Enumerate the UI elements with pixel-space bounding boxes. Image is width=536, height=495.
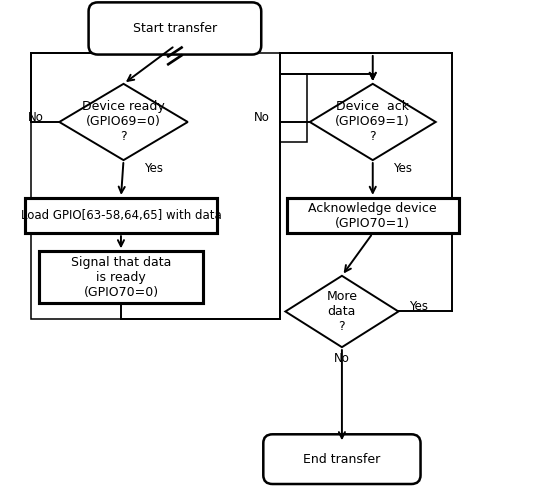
Text: Signal that data
is ready
(GPIO70=0): Signal that data is ready (GPIO70=0) — [71, 255, 171, 298]
Text: More
data
?: More data ? — [326, 290, 358, 333]
Text: Acknowledge device
(GPIO70=1): Acknowledge device (GPIO70=1) — [308, 201, 437, 230]
Text: Yes: Yes — [144, 162, 163, 176]
Text: Yes: Yes — [393, 162, 412, 176]
Text: Load GPIO[63-58,64,65] with data: Load GPIO[63-58,64,65] with data — [20, 209, 221, 222]
Bar — [31, 53, 280, 319]
Text: Device ready
(GPIO69=0)
?: Device ready (GPIO69=0) ? — [82, 100, 165, 144]
Text: No: No — [334, 351, 350, 364]
Text: Yes: Yes — [409, 300, 428, 313]
Polygon shape — [310, 84, 436, 160]
Bar — [25, 198, 217, 233]
FancyBboxPatch shape — [263, 434, 421, 484]
Text: No: No — [28, 110, 44, 124]
Text: End transfer: End transfer — [303, 452, 381, 466]
Text: Start transfer: Start transfer — [133, 22, 217, 35]
Bar — [39, 251, 203, 303]
Text: Device  ack
(GPIO69=1)
?: Device ack (GPIO69=1) ? — [336, 100, 410, 144]
Text: No: No — [254, 110, 270, 124]
Bar — [287, 198, 459, 233]
Bar — [280, 74, 307, 142]
FancyBboxPatch shape — [88, 2, 261, 54]
Polygon shape — [285, 276, 398, 347]
Polygon shape — [59, 84, 188, 160]
